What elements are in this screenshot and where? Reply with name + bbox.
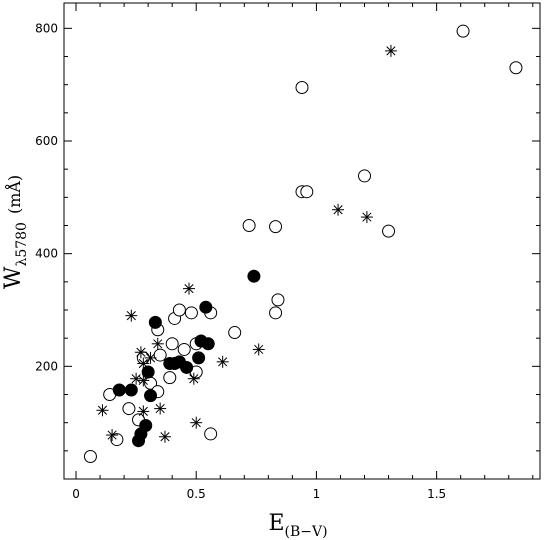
y-tick-label: 200 bbox=[35, 359, 58, 373]
plot-frame bbox=[63, 2, 541, 480]
filled-circle-point bbox=[139, 418, 153, 432]
open-circle-point bbox=[269, 220, 283, 234]
open-circle-point bbox=[358, 169, 372, 183]
filled-circle-point bbox=[124, 383, 138, 397]
open-circle-point bbox=[177, 342, 191, 356]
open-circle-point bbox=[509, 61, 523, 75]
asterisk-point bbox=[144, 351, 157, 364]
open-circle-point bbox=[153, 348, 167, 362]
asterisk-point bbox=[137, 357, 150, 370]
asterisk-point bbox=[187, 372, 200, 385]
open-circle-point bbox=[295, 80, 309, 94]
open-circle-point bbox=[163, 371, 177, 385]
asterisk-point bbox=[130, 372, 143, 385]
asterisk-point bbox=[332, 203, 345, 216]
y-axis-label-unit: (mÅ) bbox=[4, 175, 24, 214]
open-circle-point bbox=[165, 337, 179, 351]
y-tick-label: 400 bbox=[35, 247, 58, 261]
asterisk-point bbox=[190, 416, 203, 429]
asterisk-point bbox=[252, 343, 265, 356]
x-axis-label-main: E bbox=[268, 511, 284, 536]
data-marks bbox=[83, 24, 523, 463]
asterisk-point bbox=[154, 402, 167, 415]
asterisk-point bbox=[158, 430, 171, 443]
y-axis-label: Wλ5780 (mÅ) bbox=[1, 175, 30, 289]
asterisk-point bbox=[384, 44, 397, 57]
axis-ticks: 0 0.5 1 1.5 200 400 600 800 bbox=[35, 3, 540, 501]
asterisk-point bbox=[216, 355, 229, 368]
x-axis-label: E(B−V) bbox=[268, 511, 327, 540]
asterisk-point bbox=[151, 337, 164, 350]
x-tick-label: 1.5 bbox=[427, 487, 446, 501]
open-circle-point bbox=[269, 306, 283, 320]
y-axis-label-main: W bbox=[1, 266, 26, 289]
open-circle-point bbox=[242, 219, 256, 233]
x-tick-label: 1 bbox=[313, 487, 321, 501]
filled-circle-point bbox=[201, 337, 215, 351]
open-circle-point bbox=[83, 449, 97, 463]
asterisk-point bbox=[106, 429, 119, 442]
y-axis-label-sub: λ5780 bbox=[14, 222, 30, 267]
filled-circle-point bbox=[192, 351, 206, 365]
open-circle-point bbox=[172, 303, 186, 317]
asterisk-point bbox=[137, 405, 150, 418]
y-tick-label: 800 bbox=[35, 21, 58, 35]
filled-circle-point bbox=[180, 360, 194, 374]
filled-circle-point bbox=[141, 365, 155, 379]
open-circle-point bbox=[300, 185, 314, 199]
open-circle-point bbox=[228, 326, 242, 340]
asterisk-point bbox=[134, 346, 147, 359]
asterisk-point bbox=[96, 404, 109, 417]
open-circle-point bbox=[122, 402, 136, 416]
filled-circle-point bbox=[112, 383, 126, 397]
filled-circle-point bbox=[144, 389, 158, 403]
filled-circle-point bbox=[199, 300, 213, 314]
y-tick-label: 600 bbox=[35, 134, 58, 148]
filled-circle-point bbox=[247, 269, 261, 283]
open-circle-point bbox=[382, 224, 396, 238]
asterisk-point bbox=[137, 374, 150, 387]
x-tick-label: 0 bbox=[72, 487, 80, 501]
asterisk-point bbox=[360, 211, 373, 224]
x-tick-label: 0.5 bbox=[187, 487, 206, 501]
open-circle-point bbox=[271, 293, 285, 307]
open-circle-point bbox=[204, 427, 218, 441]
open-circle-point bbox=[456, 24, 470, 38]
asterisk-point bbox=[183, 282, 196, 295]
x-axis-label-sub: (B−V) bbox=[285, 524, 328, 540]
asterisk-point bbox=[125, 309, 138, 322]
filled-circle-point bbox=[148, 315, 162, 329]
open-circle-point bbox=[184, 306, 198, 320]
